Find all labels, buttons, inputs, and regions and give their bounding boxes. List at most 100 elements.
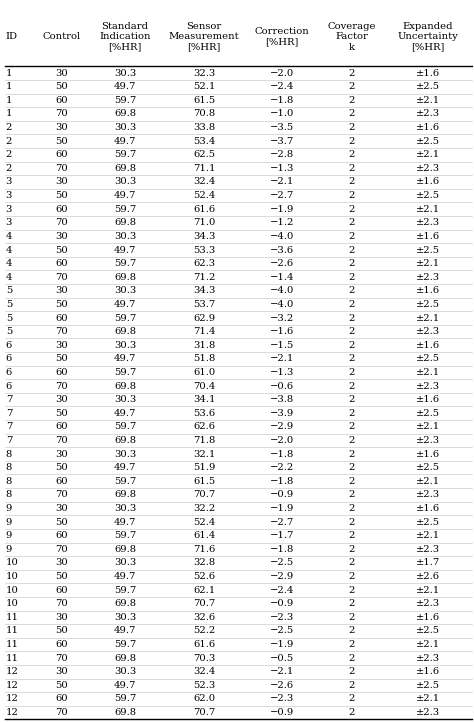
Text: 6: 6 <box>6 368 12 377</box>
Text: 70.4: 70.4 <box>193 382 215 390</box>
Text: ID: ID <box>6 33 18 41</box>
Text: 50: 50 <box>55 82 68 91</box>
Text: 9: 9 <box>6 545 12 554</box>
Text: 31.8: 31.8 <box>193 341 215 350</box>
Text: 4: 4 <box>6 259 12 268</box>
Text: 49.7: 49.7 <box>114 82 136 91</box>
Text: 6: 6 <box>6 354 12 364</box>
Text: −2.1: −2.1 <box>270 177 294 187</box>
Text: 71.1: 71.1 <box>193 164 216 173</box>
Text: 30: 30 <box>55 177 68 187</box>
Text: 30.3: 30.3 <box>114 613 136 622</box>
Text: 70: 70 <box>55 164 68 173</box>
Text: 30: 30 <box>55 395 68 404</box>
Text: 69.8: 69.8 <box>114 109 136 119</box>
Text: 9: 9 <box>6 504 12 513</box>
Text: 60: 60 <box>55 695 68 703</box>
Text: 71.8: 71.8 <box>193 436 215 445</box>
Text: 10: 10 <box>6 586 18 594</box>
Text: 1: 1 <box>6 69 12 77</box>
Text: 52.4: 52.4 <box>193 191 215 200</box>
Text: 2: 2 <box>348 518 355 526</box>
Text: 2: 2 <box>348 586 355 594</box>
Text: 30.3: 30.3 <box>114 395 136 404</box>
Text: −1.9: −1.9 <box>270 205 294 214</box>
Text: ±2.5: ±2.5 <box>416 354 440 364</box>
Text: 49.7: 49.7 <box>114 300 136 309</box>
Text: −2.4: −2.4 <box>270 82 294 91</box>
Text: 70: 70 <box>55 273 68 282</box>
Text: ±2.5: ±2.5 <box>416 626 440 636</box>
Text: 11: 11 <box>6 613 18 622</box>
Text: ±2.1: ±2.1 <box>416 314 440 322</box>
Text: −1.3: −1.3 <box>270 368 294 377</box>
Text: 2: 2 <box>348 599 355 608</box>
Text: 30: 30 <box>55 613 68 622</box>
Text: −2.1: −2.1 <box>270 667 294 676</box>
Text: 52.1: 52.1 <box>193 82 215 91</box>
Text: 50: 50 <box>55 191 68 200</box>
Text: 60: 60 <box>55 368 68 377</box>
Text: ±2.5: ±2.5 <box>416 463 440 472</box>
Text: 7: 7 <box>6 422 12 432</box>
Text: 3: 3 <box>6 218 12 227</box>
Text: 71.6: 71.6 <box>193 545 215 554</box>
Text: 52.3: 52.3 <box>193 681 215 690</box>
Text: 2: 2 <box>348 476 355 486</box>
Text: 61.5: 61.5 <box>193 96 215 105</box>
Text: 59.7: 59.7 <box>114 695 136 703</box>
Text: −3.8: −3.8 <box>270 395 294 404</box>
Text: 51.8: 51.8 <box>193 354 215 364</box>
Text: ±2.5: ±2.5 <box>416 137 440 145</box>
Text: Expanded
Uncertainty
[%HR]: Expanded Uncertainty [%HR] <box>397 22 458 51</box>
Text: ±2.3: ±2.3 <box>416 109 440 119</box>
Text: 2: 2 <box>6 123 12 132</box>
Text: 12: 12 <box>6 667 18 676</box>
Text: 70.8: 70.8 <box>193 109 215 119</box>
Text: ±2.1: ±2.1 <box>416 150 440 159</box>
Text: 2: 2 <box>348 450 355 458</box>
Text: −2.3: −2.3 <box>270 695 294 703</box>
Text: 60: 60 <box>55 531 68 540</box>
Text: 30: 30 <box>55 504 68 513</box>
Text: 30.3: 30.3 <box>114 504 136 513</box>
Text: 34.1: 34.1 <box>193 395 216 404</box>
Text: 2: 2 <box>348 382 355 390</box>
Text: 30.3: 30.3 <box>114 69 136 77</box>
Text: ±1.7: ±1.7 <box>416 558 440 568</box>
Text: 3: 3 <box>6 205 12 214</box>
Text: −0.5: −0.5 <box>270 654 294 663</box>
Text: −1.8: −1.8 <box>270 545 294 554</box>
Text: ±1.6: ±1.6 <box>416 395 440 404</box>
Text: 60: 60 <box>55 640 68 649</box>
Text: 60: 60 <box>55 476 68 486</box>
Text: 8: 8 <box>6 476 12 486</box>
Text: 2: 2 <box>348 300 355 309</box>
Text: 59.7: 59.7 <box>114 586 136 594</box>
Text: 32.6: 32.6 <box>193 613 215 622</box>
Text: Correction
[%HR]: Correction [%HR] <box>255 27 310 46</box>
Text: 60: 60 <box>55 314 68 322</box>
Text: 2: 2 <box>348 667 355 676</box>
Text: 62.3: 62.3 <box>193 259 215 268</box>
Text: 2: 2 <box>348 177 355 187</box>
Text: 2: 2 <box>348 395 355 404</box>
Text: 53.4: 53.4 <box>193 137 215 145</box>
Text: 2: 2 <box>348 150 355 159</box>
Text: 69.8: 69.8 <box>114 327 136 336</box>
Text: ±2.1: ±2.1 <box>416 640 440 649</box>
Text: ±1.6: ±1.6 <box>416 177 440 187</box>
Text: 30: 30 <box>55 123 68 132</box>
Text: 70: 70 <box>55 382 68 390</box>
Text: Control: Control <box>42 33 81 41</box>
Text: 69.8: 69.8 <box>114 436 136 445</box>
Text: −1.8: −1.8 <box>270 96 294 105</box>
Text: −1.0: −1.0 <box>270 109 294 119</box>
Text: −0.9: −0.9 <box>270 708 294 717</box>
Text: 49.7: 49.7 <box>114 246 136 254</box>
Text: 50: 50 <box>55 626 68 636</box>
Text: 59.7: 59.7 <box>114 259 136 268</box>
Text: 71.4: 71.4 <box>193 327 216 336</box>
Text: 30: 30 <box>55 286 68 295</box>
Text: 2: 2 <box>348 341 355 350</box>
